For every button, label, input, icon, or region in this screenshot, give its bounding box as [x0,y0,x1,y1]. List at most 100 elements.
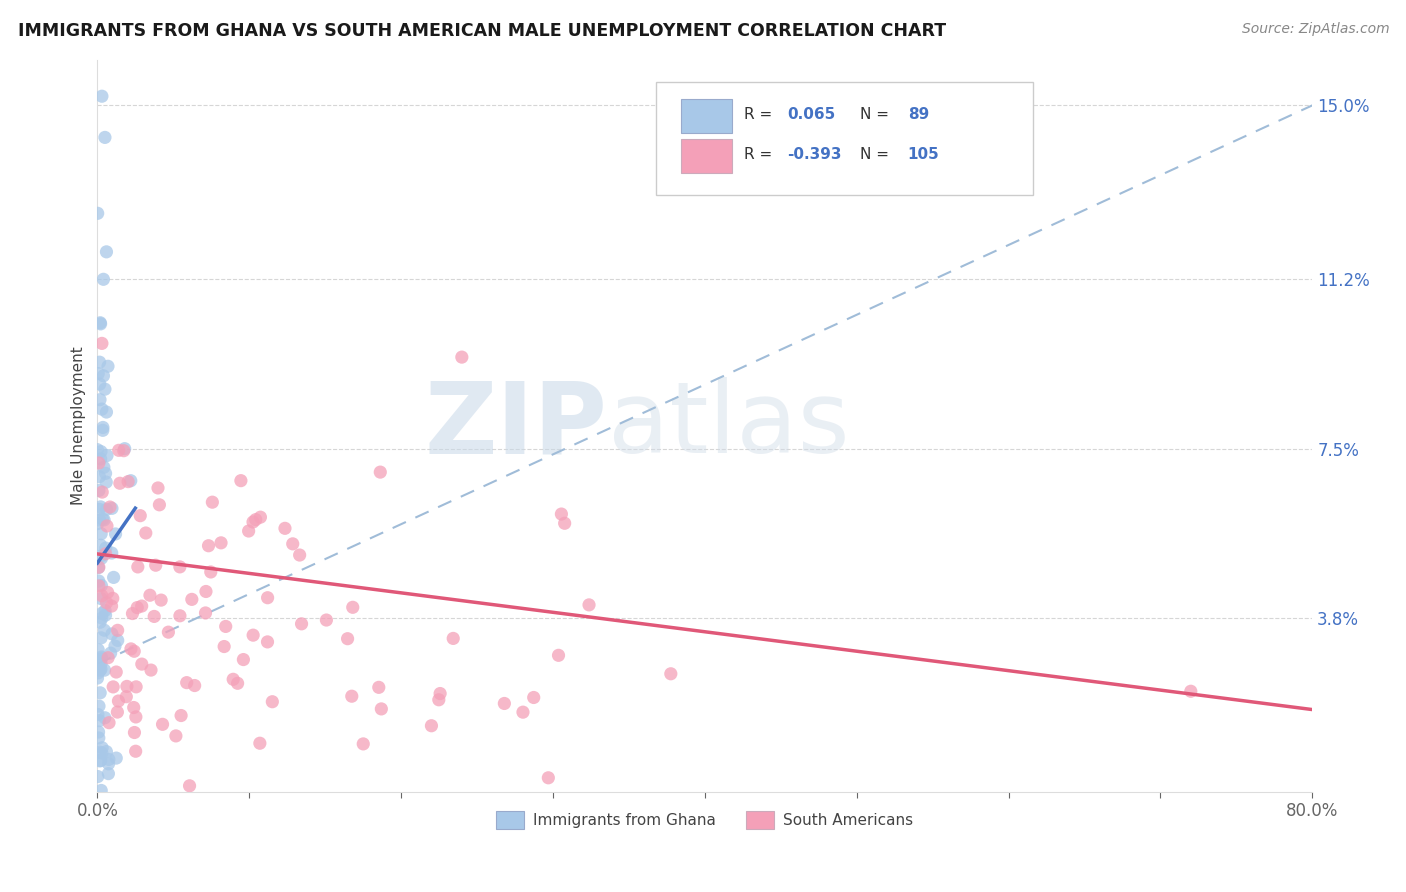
Point [242,628,264,642]
Point [222,673,245,687]
Point [94,547,117,561]
Point [115,680,138,694]
Point [87,770,110,784]
Y-axis label: Male Unemployment: Male Unemployment [72,346,86,505]
Point [200,565,222,579]
Point [209,536,232,550]
Point [90,526,112,541]
Point [89,754,111,768]
Point [201,495,224,509]
Point [215,619,238,633]
Point [96,502,118,516]
Point [89,469,111,483]
Point [450,350,472,364]
Point [87,560,110,574]
Point [212,640,235,654]
Point [97,650,120,665]
Text: IMMIGRANTS FROM GHANA VS SOUTH AMERICAN MALE UNEMPLOYMENT CORRELATION CHART: IMMIGRANTS FROM GHANA VS SOUTH AMERICAN … [18,22,946,40]
Point [90,551,112,566]
Text: 0.065: 0.065 [787,107,835,122]
FancyBboxPatch shape [681,99,731,133]
Point [115,690,138,704]
Point [97,766,120,780]
Point [179,779,201,793]
Point [139,663,162,677]
Point [550,507,572,521]
Point [93,663,115,677]
Point [370,702,392,716]
Point [89,745,111,759]
Point [197,539,219,553]
Point [87,707,110,722]
Point [165,729,187,743]
Point [145,558,167,573]
Point [122,700,145,714]
Point [98,715,121,730]
Point [232,652,254,666]
Point [523,690,546,705]
Point [87,483,110,498]
Point [124,725,146,739]
Point [183,679,205,693]
Point [87,725,110,739]
Point [97,359,120,374]
FancyBboxPatch shape [681,139,731,173]
Point [91,740,114,755]
Point [93,460,115,475]
Point [429,687,451,701]
Point [96,405,118,419]
Point [169,560,191,574]
Point [103,570,125,584]
Point [87,456,110,470]
Point [121,607,143,621]
Point [127,600,149,615]
Point [245,513,267,527]
Point [226,676,249,690]
Point [87,699,110,714]
Point [512,705,534,719]
Point [139,588,162,602]
Point [97,585,120,599]
Point [94,467,117,481]
Point [93,624,115,638]
Point [352,737,374,751]
Point [90,89,112,103]
Point [90,317,112,331]
Point [249,736,271,750]
Point [96,745,118,759]
Point [87,574,110,588]
Point [180,592,202,607]
Point [554,516,576,531]
Point [90,538,112,552]
Point [90,662,112,676]
Point [97,756,120,771]
Point [86,671,108,685]
Point [89,686,111,700]
Text: ZIP: ZIP [425,377,607,475]
Point [91,423,114,437]
Point [229,474,252,488]
FancyBboxPatch shape [657,81,1033,195]
Text: N =: N = [860,107,890,122]
Point [290,616,312,631]
Point [94,711,117,725]
Point [87,367,110,381]
Point [91,512,114,526]
Point [107,443,129,458]
Point [112,443,135,458]
Point [94,541,117,556]
Point [89,654,111,668]
Point [120,641,142,656]
Point [90,444,112,458]
Point [441,632,464,646]
Text: N =: N = [860,147,890,162]
Point [87,665,110,680]
Point [87,731,110,745]
Point [94,382,117,396]
Point [90,500,112,514]
Point [124,744,146,758]
Point [150,593,173,607]
Point [274,521,297,535]
Point [89,663,111,677]
Text: 105: 105 [908,147,939,162]
